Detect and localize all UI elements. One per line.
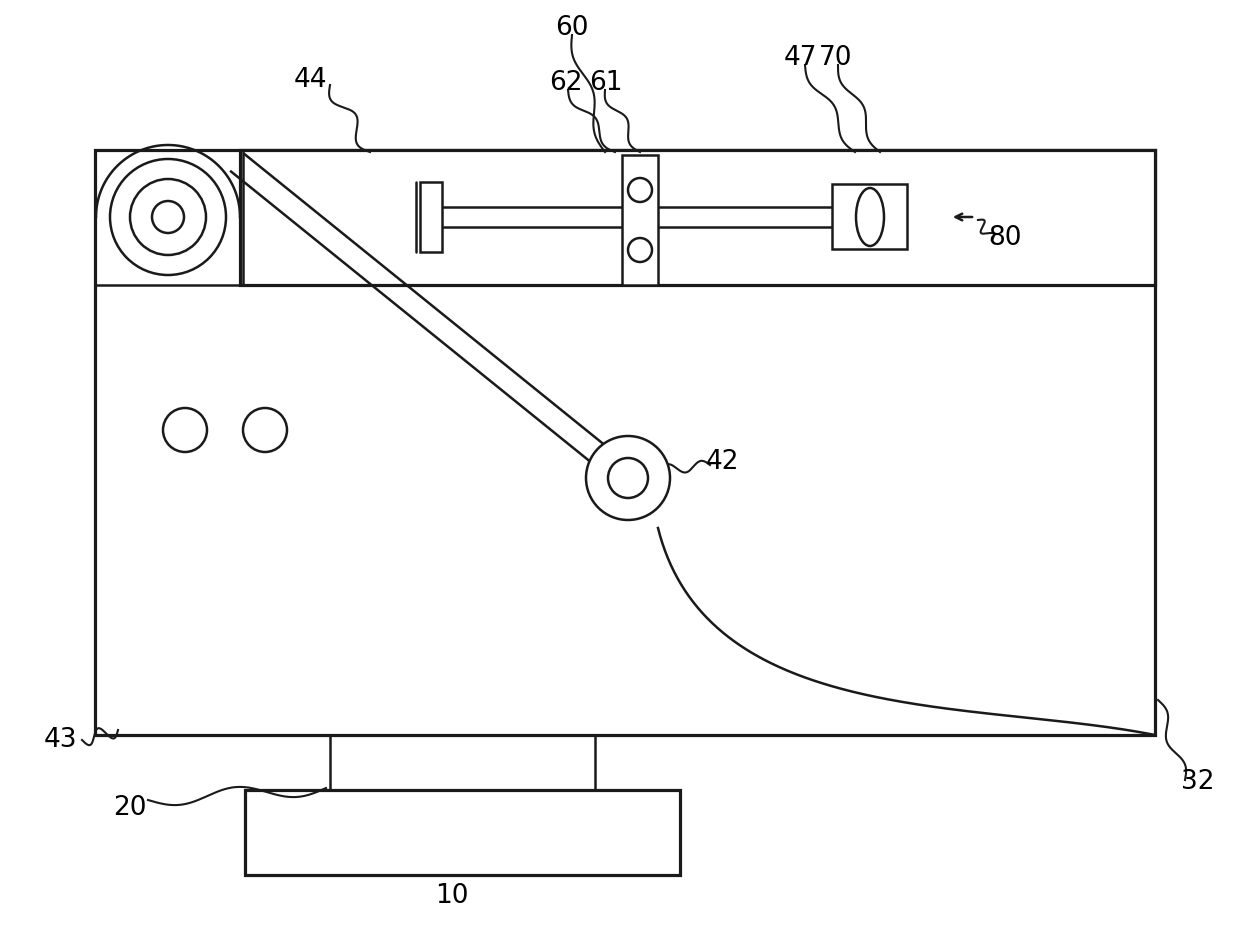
Text: 60: 60 xyxy=(556,15,589,41)
Bar xyxy=(95,150,1154,735)
Ellipse shape xyxy=(856,188,884,246)
Circle shape xyxy=(243,408,286,452)
Bar xyxy=(622,155,658,285)
Bar xyxy=(246,790,680,875)
Bar xyxy=(241,150,1154,285)
Bar xyxy=(95,150,243,285)
Circle shape xyxy=(162,408,207,452)
Text: 20: 20 xyxy=(113,795,146,821)
Text: 70: 70 xyxy=(820,45,853,71)
Text: 44: 44 xyxy=(293,67,327,93)
Circle shape xyxy=(110,159,226,275)
Text: 32: 32 xyxy=(1182,769,1215,795)
Circle shape xyxy=(153,201,184,233)
Circle shape xyxy=(608,458,649,498)
Text: 42: 42 xyxy=(706,449,739,475)
Text: 43: 43 xyxy=(43,727,77,753)
Text: 62: 62 xyxy=(549,70,583,96)
Text: 47: 47 xyxy=(784,45,817,71)
Bar xyxy=(832,184,906,249)
Circle shape xyxy=(627,238,652,262)
Text: 10: 10 xyxy=(435,883,469,909)
Text: 61: 61 xyxy=(589,70,622,96)
Circle shape xyxy=(130,179,206,255)
Circle shape xyxy=(627,178,652,202)
Bar xyxy=(420,182,441,252)
Circle shape xyxy=(587,436,670,520)
Text: 80: 80 xyxy=(988,225,1022,251)
